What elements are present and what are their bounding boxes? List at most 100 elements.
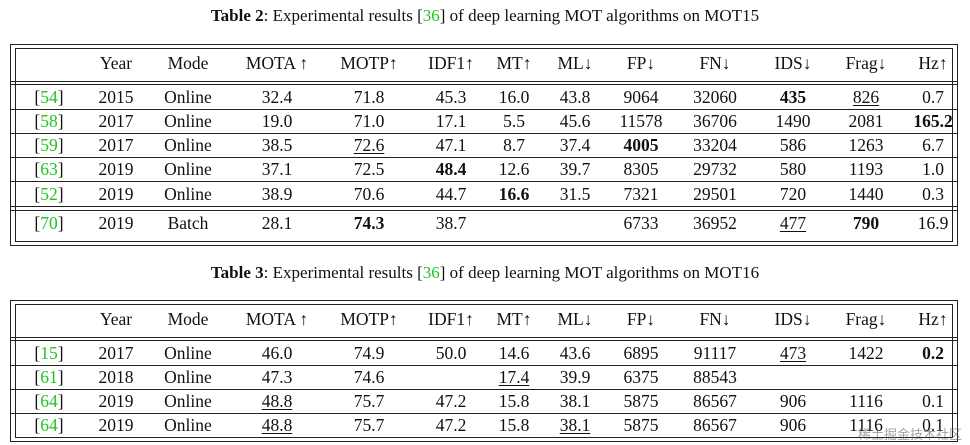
table2-cell-value: 2019 (98, 213, 134, 233)
table3-cell-value: 43.6 (559, 343, 591, 363)
table3-cell-mt: 17.4 (489, 365, 539, 389)
table2-row-rule (11, 181, 957, 182)
table2-header-rule (11, 81, 957, 82)
table3-header-year: Year (99, 309, 133, 329)
table2-cell-frag: 1193 (833, 157, 899, 181)
table3-cell-value: 48.8 (261, 391, 293, 411)
table2-cell-motp: 71.0 (327, 109, 411, 133)
table3-frame (15, 304, 953, 438)
table3-cell-value: 91117 (693, 343, 737, 363)
table2-cell-value: 37.1 (261, 159, 293, 179)
table2-cell-value: 2015 (98, 87, 134, 107)
table2-cell-value: 47.1 (435, 135, 467, 155)
citation-link[interactable]: 54 (40, 87, 58, 107)
table2-cell-mode: Online (149, 109, 227, 133)
table2-row-citation[interactable]: [58] (34, 111, 64, 131)
citation-link[interactable]: 70 (40, 213, 58, 233)
table3-cell-value: 38.1 (559, 391, 591, 411)
table2-row-citation[interactable]: [70] (34, 213, 64, 233)
table3-cell-value: 88543 (693, 367, 737, 387)
table3-cell-ml: 38.1 (547, 389, 603, 413)
table3-row-citation[interactable]: [64] (34, 415, 64, 435)
table3-cell-value: 906 (779, 391, 807, 411)
table2-cell-value: 19.0 (261, 111, 293, 131)
table2-cell-value: Online (164, 184, 212, 204)
table3-row-rule (11, 365, 957, 366)
table2-row-citation[interactable]: [59] (34, 135, 64, 155)
table3-header-mode: Mode (167, 309, 209, 329)
table2-row-citation[interactable]: [54] (34, 87, 64, 107)
table3-cell-motp: 74.6 (327, 365, 411, 389)
table3-cell-mota: 47.3 (235, 365, 319, 389)
citation-link[interactable]: 61 (40, 367, 58, 387)
table3-header-idf1: IDF1↑ (428, 309, 474, 329)
table3-row-rule (11, 389, 957, 390)
table2-row-rule (11, 109, 957, 110)
table3-row-rule (11, 413, 957, 414)
table3-cell-value: 2018 (98, 367, 134, 387)
table3-cell-value: 5875 (623, 391, 659, 411)
table3-row-citation[interactable]: [64] (34, 391, 64, 411)
table3-cell-value: 1116 (849, 415, 883, 435)
table2-cell-value: 38.5 (261, 135, 293, 155)
table2-cell-value: Online (164, 135, 212, 155)
table3-cell-motp: 75.7 (327, 389, 411, 413)
table2-row-citation[interactable]: [63] (34, 159, 64, 179)
table2-cell-ids: 477 (759, 211, 827, 235)
table2-caption-label: Table 2 (210, 6, 264, 25)
table2-cell-mota: 28.1 (235, 211, 319, 235)
table2-cell-hz: 0.7 (905, 85, 961, 109)
table3-cell-frag: 1116 (833, 389, 899, 413)
citation-link[interactable]: 63 (40, 159, 58, 179)
table2-cell-value: 435 (779, 87, 807, 107)
table2-cell-mota: 38.9 (235, 182, 319, 206)
table3-cell-fn: 86567 (679, 389, 751, 413)
table3-cell-year: 2019 (87, 413, 145, 437)
citation-link[interactable]: 64 (40, 391, 58, 411)
table3-cell-value: 2019 (98, 415, 134, 435)
table3-cell-hz: 0.1 (905, 389, 961, 413)
table2-cell-frag: 790 (833, 211, 899, 235)
table2-cell-year: 2017 (87, 133, 145, 157)
table2-cell-value: 2081 (848, 111, 884, 131)
table3-cell-value: 1116 (849, 391, 883, 411)
citation-link[interactable]: 58 (40, 111, 58, 131)
table3-cell-value: 38.1 (559, 415, 591, 435)
table3-cell-ids: 906 (759, 413, 827, 437)
table2-caption-citation[interactable]: 36 (422, 6, 440, 25)
table2-cell-mota: 38.5 (235, 133, 319, 157)
table2-caption-post: ] of deep learning MOT algorithms on MOT… (439, 6, 760, 25)
table3-cell-year: 2019 (87, 389, 145, 413)
table2-row-citation[interactable]: [52] (34, 184, 64, 204)
table2-cell-ids: 435 (759, 85, 827, 109)
citation-link[interactable]: 64 (40, 415, 58, 435)
table3-cell-value: 14.6 (498, 343, 530, 363)
citation-link[interactable]: 59 (40, 135, 58, 155)
table3-header-rule-2 (11, 340, 957, 341)
table2-cell-value: 16.9 (917, 213, 949, 233)
table2-cell-value: 0.3 (922, 184, 944, 204)
table3-row-citation[interactable]: [61] (34, 367, 64, 387)
table2-frame (15, 48, 953, 242)
table3-cell-mode: Online (149, 341, 227, 365)
table2-section-rule-2 (11, 210, 957, 211)
table2-cell-mode: Online (149, 85, 227, 109)
table2-cell-value: 586 (779, 135, 807, 155)
table2-cell-mt: 5.5 (489, 109, 539, 133)
citation-link[interactable]: 52 (40, 184, 58, 204)
table2-cell-value: 11578 (619, 111, 663, 131)
citation-link[interactable]: 15 (40, 343, 58, 363)
table3-cell-ml: 43.6 (547, 341, 603, 365)
table3-caption-label: Table 3 (210, 263, 264, 282)
table3-header-motp: MOTP↑ (340, 309, 398, 329)
table3-caption-citation[interactable]: 36 (422, 263, 440, 282)
table2-caption-pre: : Experimental results [ (263, 6, 423, 25)
table2-section-rule (11, 206, 957, 207)
table2-cell-frag: 826 (833, 85, 899, 109)
table2-header-ref (25, 51, 73, 75)
table3-caption: Table 3: Experimental results [36] of de… (0, 262, 970, 284)
table2-cell-value: 43.8 (559, 87, 591, 107)
table3-row-citation[interactable]: [15] (34, 343, 64, 363)
table2-cell-ids: 580 (759, 157, 827, 181)
table3-cell-fp: 5875 (611, 389, 671, 413)
